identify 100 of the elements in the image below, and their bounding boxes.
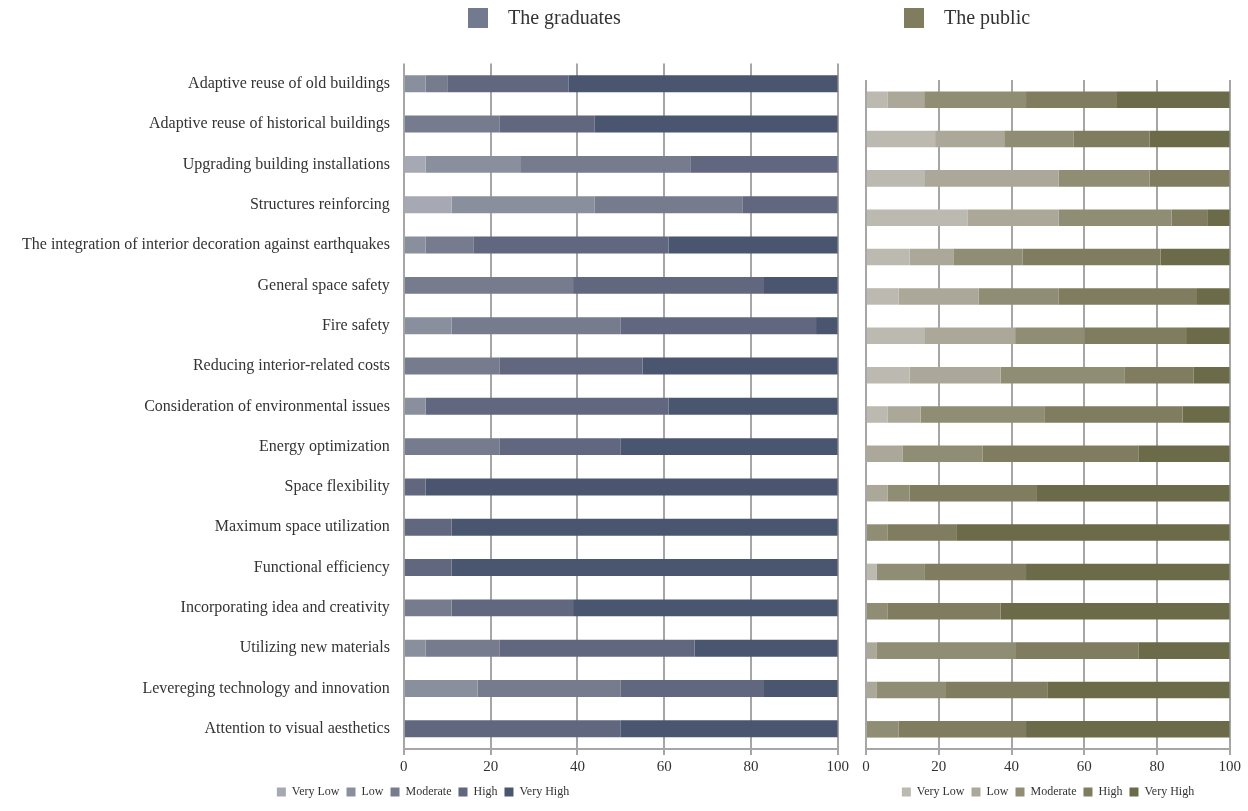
x-tick-label: 60 [1076,757,1092,774]
bar [620,720,838,738]
bar [499,639,695,657]
bar [1160,248,1230,266]
y-tick-label: Structures reinforcing [249,194,390,213]
bar [425,75,448,93]
y-tick-label: General space safety [257,275,390,294]
y-tick-label: Utilizing new materials [239,638,390,657]
y-tick-label: Adaptive reuse of old buildings [188,73,390,92]
bar [867,170,925,187]
bar [404,720,621,738]
bar [521,155,691,173]
bar [887,603,1001,620]
bar [967,209,1059,226]
y-tick-label: Reducing interior-related costs [192,356,390,375]
bar [924,91,1027,108]
y-tick-label: Fire safety [321,315,390,334]
bar [876,563,925,581]
bar [668,236,838,254]
legend-label: Low [361,784,384,799]
bar [1073,130,1150,148]
y-tick-label: Consideration of environmental issues [144,396,390,414]
bar [867,524,888,541]
bar [1138,642,1230,659]
bar [404,438,500,456]
bar [1022,248,1161,266]
bar [404,276,574,294]
bar [1171,209,1208,226]
bar [763,276,838,294]
y-tick-label: Levereging technology and innovation [142,678,390,697]
bar [1186,327,1230,345]
bar [404,478,426,496]
bar [1000,366,1125,384]
bar [924,170,1059,187]
legend-label: Moderate [1030,784,1077,799]
legend-label: Very Low [916,784,965,799]
legend-label: Moderate [405,784,452,799]
bar [620,680,764,697]
bar [867,603,888,620]
bar [909,366,1001,384]
bar [1004,130,1074,148]
bar [867,563,877,581]
bar [668,397,838,415]
bar [1036,484,1230,502]
bar [404,155,426,173]
bar [404,680,478,697]
bar [887,484,910,502]
bar [1044,406,1183,423]
x-tick-label: 80 [1149,757,1165,774]
bar [1149,170,1230,187]
bar [642,357,838,375]
bar [953,248,1023,266]
x-tick-label: 20 [931,757,947,774]
bar [568,75,838,93]
bar [690,155,838,173]
bar [924,327,1016,345]
bar [867,445,903,463]
bar [573,599,838,617]
bar [451,599,574,617]
y-tick-label: Attention to visual aesthetics [204,719,390,737]
bar [425,236,474,254]
bar [876,681,947,699]
bar [404,397,426,415]
bar [620,438,838,456]
chart-title: The graduates [508,6,621,29]
bar [867,288,899,305]
bar [499,438,621,456]
bar [404,115,500,133]
bar [1015,642,1139,659]
bar [425,397,669,415]
bar [1116,91,1230,108]
y-tick-label: Functional efficiency [253,557,390,576]
x-tick-label: 40 [569,757,585,774]
bar [425,639,500,657]
legend-label: High [1098,784,1123,799]
bar [887,406,921,423]
y-tick-label: The integration of interior decoration against earthquakes [22,235,390,254]
bar [473,236,669,254]
legend-label: Very Low [291,784,340,799]
y-tick-label: Upgrading building installations [182,154,390,173]
bar [1058,288,1198,305]
legend-label: High [473,784,498,799]
bar [594,115,838,133]
x-tick-label: 60 [656,757,672,774]
bar [920,406,1045,423]
bar [451,196,595,214]
bar [451,518,838,536]
y-tick-label: Maximum space utilization [214,517,390,536]
bar [898,288,979,305]
bar [404,317,452,335]
bar [404,357,500,375]
bar [404,599,452,617]
bar [1193,366,1230,384]
bar [425,478,838,496]
bar [499,115,595,133]
bar [946,681,1048,699]
chart-title: The public [944,6,1031,29]
bar [763,680,838,697]
y-tick-label: Space flexibility [284,477,390,496]
bar [404,236,426,254]
